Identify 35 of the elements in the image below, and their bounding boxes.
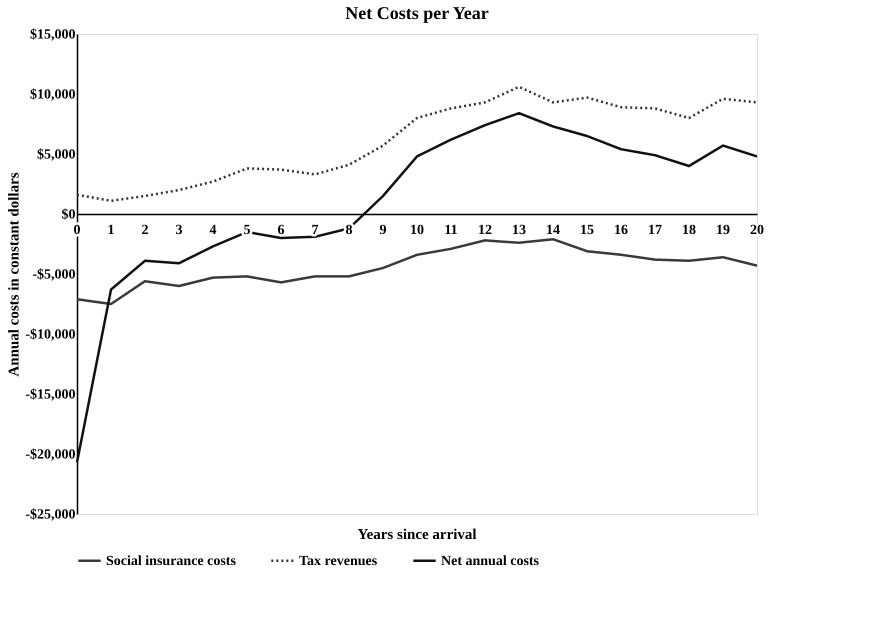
line-series xyxy=(76,238,758,306)
y-axis-title: Annual costs in constant dollars xyxy=(6,172,22,377)
y-tick-label: -$20,000 xyxy=(25,448,76,462)
x-tick-label: 10 xyxy=(410,223,424,238)
x-tick-label: 14 xyxy=(546,223,560,238)
x-tick-label: 15 xyxy=(580,223,594,238)
x-tick-label: 20 xyxy=(750,223,764,238)
x-axis-title: Years since arrival xyxy=(357,527,477,543)
y-tick-label: $5,000 xyxy=(37,148,76,162)
y-tick-label: -$5,000 xyxy=(32,268,76,282)
x-tick-label: 1 xyxy=(108,223,114,238)
y-tick-label: -$15,000 xyxy=(25,388,76,402)
x-tick-label: 17 xyxy=(648,223,662,238)
y-tick-label: -$25,000 xyxy=(25,508,76,522)
x-tick-label: 19 xyxy=(716,223,730,238)
y-tick-label: $10,000 xyxy=(30,88,76,102)
x-tick-label: 16 xyxy=(614,223,628,238)
x-tick-label: 18 xyxy=(682,223,696,238)
legend-label: Tax revenues xyxy=(299,554,378,569)
chart-title: Net Costs per Year xyxy=(345,3,489,23)
y-tick-label: -$10,000 xyxy=(25,328,76,342)
x-tick-label: 12 xyxy=(478,223,492,238)
y-tick-label: $15,000 xyxy=(30,28,76,42)
x-tick-label: 11 xyxy=(444,223,458,238)
x-tick-label: 13 xyxy=(512,223,526,238)
legend-label: Net annual costs xyxy=(441,554,540,569)
x-tick-label: 2 xyxy=(142,223,148,238)
x-tick-label: 6 xyxy=(278,223,284,238)
line-series xyxy=(76,86,758,202)
y-tick-label: $0 xyxy=(62,208,76,222)
x-tick-label: 7 xyxy=(312,223,318,238)
x-tick-label: 4 xyxy=(210,223,216,238)
x-tick-label: 9 xyxy=(380,223,386,238)
legend-label: Social insurance costs xyxy=(106,554,236,569)
x-tick-label: 3 xyxy=(176,223,182,238)
